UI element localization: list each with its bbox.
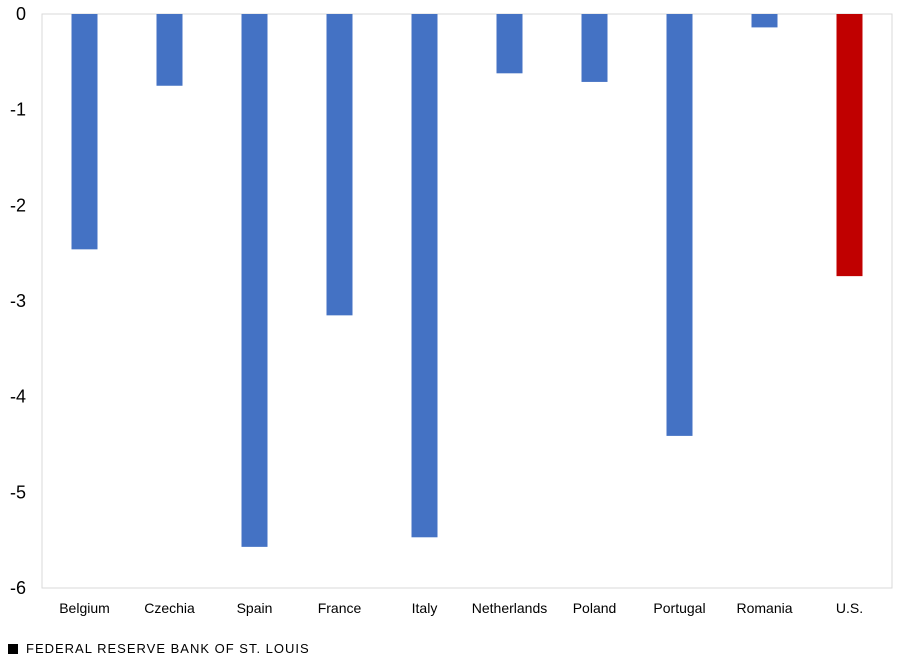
footer-source-label: FEDERAL RESERVE BANK OF ST. LOUIS bbox=[26, 641, 310, 656]
x-category-label: Netherlands bbox=[472, 600, 548, 616]
y-tick-label: -5 bbox=[10, 482, 26, 502]
source-footer: FEDERAL RESERVE BANK OF ST. LOUIS bbox=[8, 641, 310, 656]
x-category-label: Romania bbox=[736, 600, 792, 616]
x-category-label: Czechia bbox=[144, 600, 195, 616]
x-category-label: Portugal bbox=[653, 600, 705, 616]
bar bbox=[751, 14, 778, 28]
x-category-label: Spain bbox=[237, 600, 273, 616]
x-category-label: Belgium bbox=[59, 600, 110, 616]
footer-square-icon bbox=[8, 643, 18, 654]
y-tick-label: -6 bbox=[10, 578, 26, 598]
bar bbox=[666, 14, 693, 436]
x-category-label: U.S. bbox=[836, 600, 863, 616]
plot-area-frame bbox=[41, 13, 893, 589]
bar bbox=[241, 14, 268, 547]
x-category-label: Italy bbox=[412, 600, 438, 616]
x-category-label: Poland bbox=[573, 600, 617, 616]
bar-chart: 0 -1 -2 -3 -4 -5 -6 Belgium Czechia Spain France I… bbox=[10, 4, 893, 616]
x-category-label: France bbox=[318, 600, 362, 616]
bar bbox=[326, 14, 353, 316]
bar bbox=[156, 14, 183, 86]
y-tick-label: -4 bbox=[10, 387, 26, 407]
bar bbox=[71, 14, 98, 250]
y-tick-label: -3 bbox=[10, 291, 26, 311]
bar bbox=[411, 14, 438, 538]
y-tick-label: 0 bbox=[16, 4, 26, 24]
bar bbox=[836, 14, 863, 277]
bar bbox=[496, 14, 523, 74]
bar bbox=[581, 14, 608, 82]
y-tick-label: -1 bbox=[10, 100, 26, 120]
y-tick-label: -2 bbox=[10, 195, 26, 215]
